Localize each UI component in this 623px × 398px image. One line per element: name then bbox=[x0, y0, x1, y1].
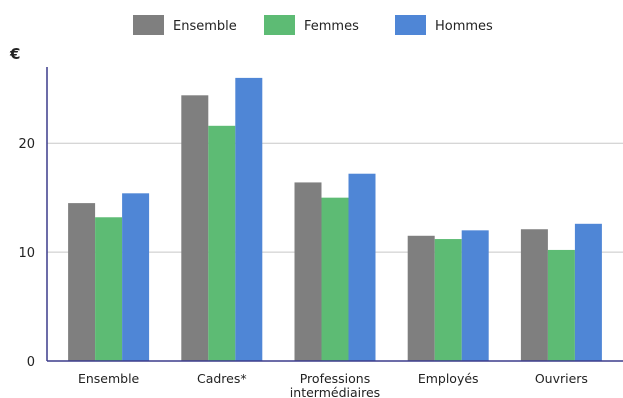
legend-swatch-femmes bbox=[264, 15, 295, 35]
bar-ensemble-0 bbox=[68, 203, 96, 361]
legend-swatch-hommes bbox=[395, 15, 426, 35]
y-tick-label: 10 bbox=[18, 246, 35, 261]
x-category-label: Ensemble bbox=[78, 371, 140, 386]
y-tick-label: 20 bbox=[18, 137, 35, 152]
x-category-label: Ouvriers bbox=[535, 371, 588, 386]
bar-hommes-0 bbox=[122, 193, 150, 361]
y-axis-unit: € bbox=[9, 45, 20, 63]
x-category-label: Cadres* bbox=[197, 371, 247, 386]
bar-femmes-3 bbox=[434, 239, 462, 361]
bar-femmes-0 bbox=[95, 217, 123, 361]
legend-swatch-ensemble bbox=[133, 15, 164, 35]
x-category-label: Professions bbox=[300, 371, 371, 386]
bar-ensemble-2 bbox=[294, 182, 322, 361]
bar-hommes-3 bbox=[461, 230, 489, 361]
bar-femmes-1 bbox=[208, 125, 236, 361]
bar-ensemble-4 bbox=[520, 229, 548, 361]
bar-ensemble-3 bbox=[407, 235, 435, 361]
y-tick-label: 0 bbox=[27, 355, 35, 370]
x-category-label: intermédiaires bbox=[290, 385, 380, 398]
bar-hommes-1 bbox=[235, 77, 263, 361]
legend: Ensemble Femmes Hommes bbox=[133, 15, 493, 35]
bar-femmes-4 bbox=[547, 249, 575, 361]
y-tick-labels: 0 10 20 bbox=[18, 137, 35, 370]
bar-hommes-4 bbox=[574, 223, 602, 361]
bars bbox=[68, 77, 602, 362]
legend-label: Femmes bbox=[304, 19, 359, 34]
legend-label: Hommes bbox=[435, 19, 493, 34]
x-category-labels: Ensemble Cadres* Professionsintermédiaires… bbox=[78, 371, 588, 398]
bar-femmes-2 bbox=[321, 197, 349, 361]
bar-ensemble-1 bbox=[181, 95, 209, 362]
bar-hommes-2 bbox=[348, 173, 376, 361]
legend-label: Ensemble bbox=[173, 19, 237, 34]
x-category-label: Employés bbox=[418, 371, 479, 386]
